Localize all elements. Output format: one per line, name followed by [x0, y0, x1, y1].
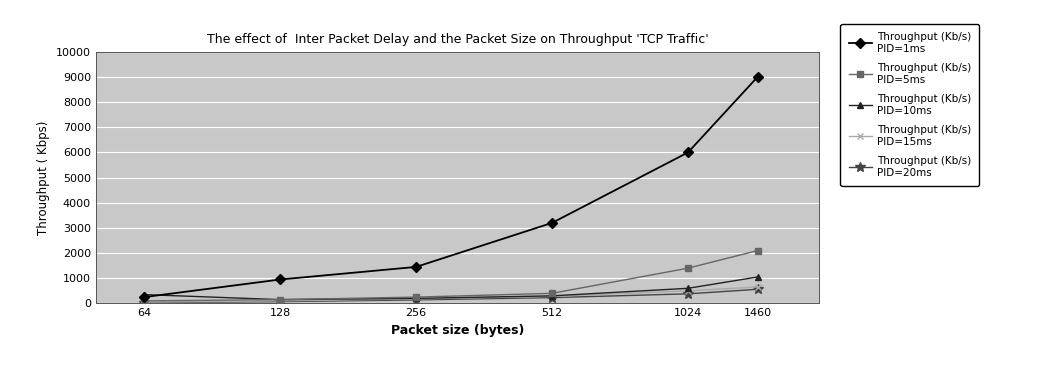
Throughput (Kb/s)
PID=10ms: [546, 294, 559, 298]
Throughput (Kb/s)
PID=20ms: [410, 297, 422, 302]
Throughput (Kb/s)
PID=1ms: [138, 295, 151, 299]
Throughput (Kb/s)
PID=10ms: [682, 286, 695, 290]
Throughput (Kb/s)
PID=5ms: [138, 299, 151, 303]
Throughput (Kb/s)
PID=20ms: [751, 287, 764, 292]
Line: Throughput (Kb/s)
PID=15ms: Throughput (Kb/s) PID=15ms: [140, 283, 761, 306]
Throughput (Kb/s)
PID=1ms: [546, 221, 559, 225]
Throughput (Kb/s)
PID=1ms: [682, 150, 695, 155]
Throughput (Kb/s)
PID=5ms: [751, 248, 764, 253]
Line: Throughput (Kb/s)
PID=5ms: Throughput (Kb/s) PID=5ms: [140, 247, 761, 305]
Throughput (Kb/s)
PID=1ms: [273, 277, 286, 282]
Line: Throughput (Kb/s)
PID=1ms: Throughput (Kb/s) PID=1ms: [140, 74, 761, 300]
Throughput (Kb/s)
PID=5ms: [682, 266, 695, 270]
Throughput (Kb/s)
PID=10ms: [138, 292, 151, 297]
Throughput (Kb/s)
PID=15ms: [410, 297, 422, 301]
Throughput (Kb/s)
PID=1ms: [410, 265, 422, 269]
Y-axis label: Throughput ( Kbps): Throughput ( Kbps): [37, 120, 50, 235]
Throughput (Kb/s)
PID=15ms: [751, 285, 764, 289]
Throughput (Kb/s)
PID=10ms: [410, 296, 422, 300]
Throughput (Kb/s)
PID=20ms: [138, 300, 151, 305]
Line: Throughput (Kb/s)
PID=20ms: Throughput (Kb/s) PID=20ms: [139, 285, 763, 307]
Throughput (Kb/s)
PID=20ms: [546, 295, 559, 300]
Throughput (Kb/s)
PID=5ms: [410, 295, 422, 299]
Throughput (Kb/s)
PID=20ms: [682, 292, 695, 296]
Throughput (Kb/s)
PID=10ms: [273, 297, 286, 302]
X-axis label: Packet size (bytes): Packet size (bytes): [390, 324, 525, 337]
Title: The effect of  Inter Packet Delay and the Packet Size on Throughput 'TCP Traffic: The effect of Inter Packet Delay and the…: [206, 33, 709, 47]
Throughput (Kb/s)
PID=10ms: [751, 275, 764, 279]
Throughput (Kb/s)
PID=15ms: [546, 294, 559, 299]
Line: Throughput (Kb/s)
PID=10ms: Throughput (Kb/s) PID=10ms: [140, 273, 761, 303]
Throughput (Kb/s)
PID=1ms: [751, 75, 764, 79]
Legend: Throughput (Kb/s)
PID=1ms, Throughput (Kb/s)
PID=5ms, Throughput (Kb/s)
PID=10ms: Throughput (Kb/s) PID=1ms, Throughput (K…: [841, 24, 980, 186]
Throughput (Kb/s)
PID=5ms: [546, 291, 559, 296]
Throughput (Kb/s)
PID=15ms: [682, 289, 695, 293]
Throughput (Kb/s)
PID=15ms: [273, 299, 286, 303]
Throughput (Kb/s)
PID=20ms: [273, 299, 286, 304]
Throughput (Kb/s)
PID=15ms: [138, 300, 151, 305]
Throughput (Kb/s)
PID=5ms: [273, 297, 286, 302]
